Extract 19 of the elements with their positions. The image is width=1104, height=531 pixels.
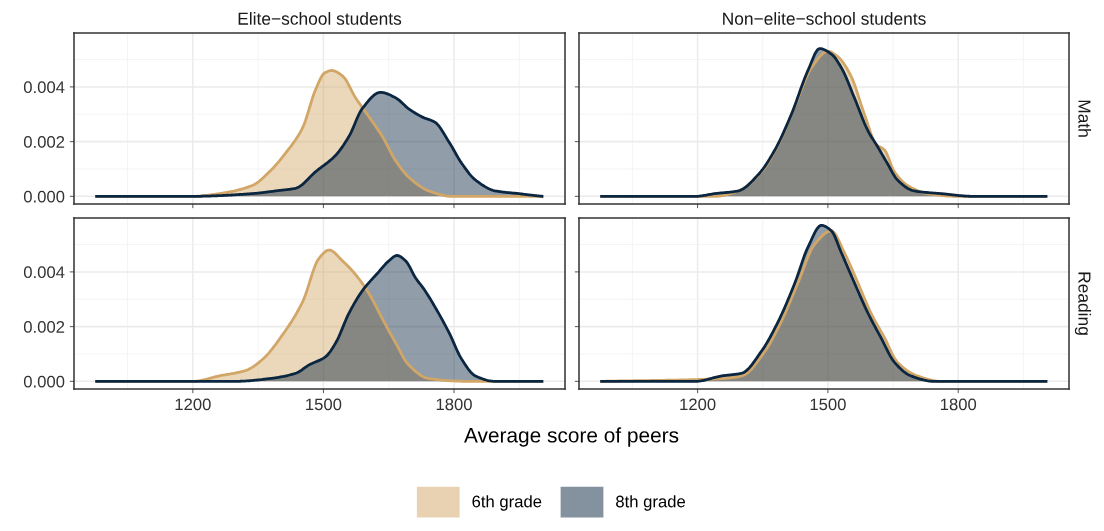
x-tick-label: 1500 [810, 398, 846, 411]
y2-axis-title: Reading [1074, 272, 1092, 335]
x-tick-label: 1200 [175, 398, 211, 411]
y-tick-label: 0.002 [23, 136, 65, 148]
x-axis-title: Average score of peers [464, 427, 679, 447]
chart-title: Elite−school students [238, 12, 402, 25]
x-tick-label: 1800 [940, 398, 977, 411]
chart-title: Non−elite−school students [723, 12, 926, 25]
x-tick-label: 1200 [680, 398, 716, 411]
y-tick-label: 0.000 [23, 190, 65, 203]
legend-label: 8th grade [616, 495, 686, 511]
legend-label: 6th grade [472, 495, 542, 511]
y2-axis-title: Math [1078, 100, 1092, 137]
y-tick-label: 0.004 [23, 81, 65, 94]
x-tick-label: 1800 [436, 398, 472, 411]
y-tick-label: 0.000 [23, 375, 65, 388]
y-tick-label: 0.004 [23, 266, 65, 279]
y-tick-label: 0.002 [23, 321, 65, 333]
x-tick-label: 1500 [306, 398, 342, 411]
